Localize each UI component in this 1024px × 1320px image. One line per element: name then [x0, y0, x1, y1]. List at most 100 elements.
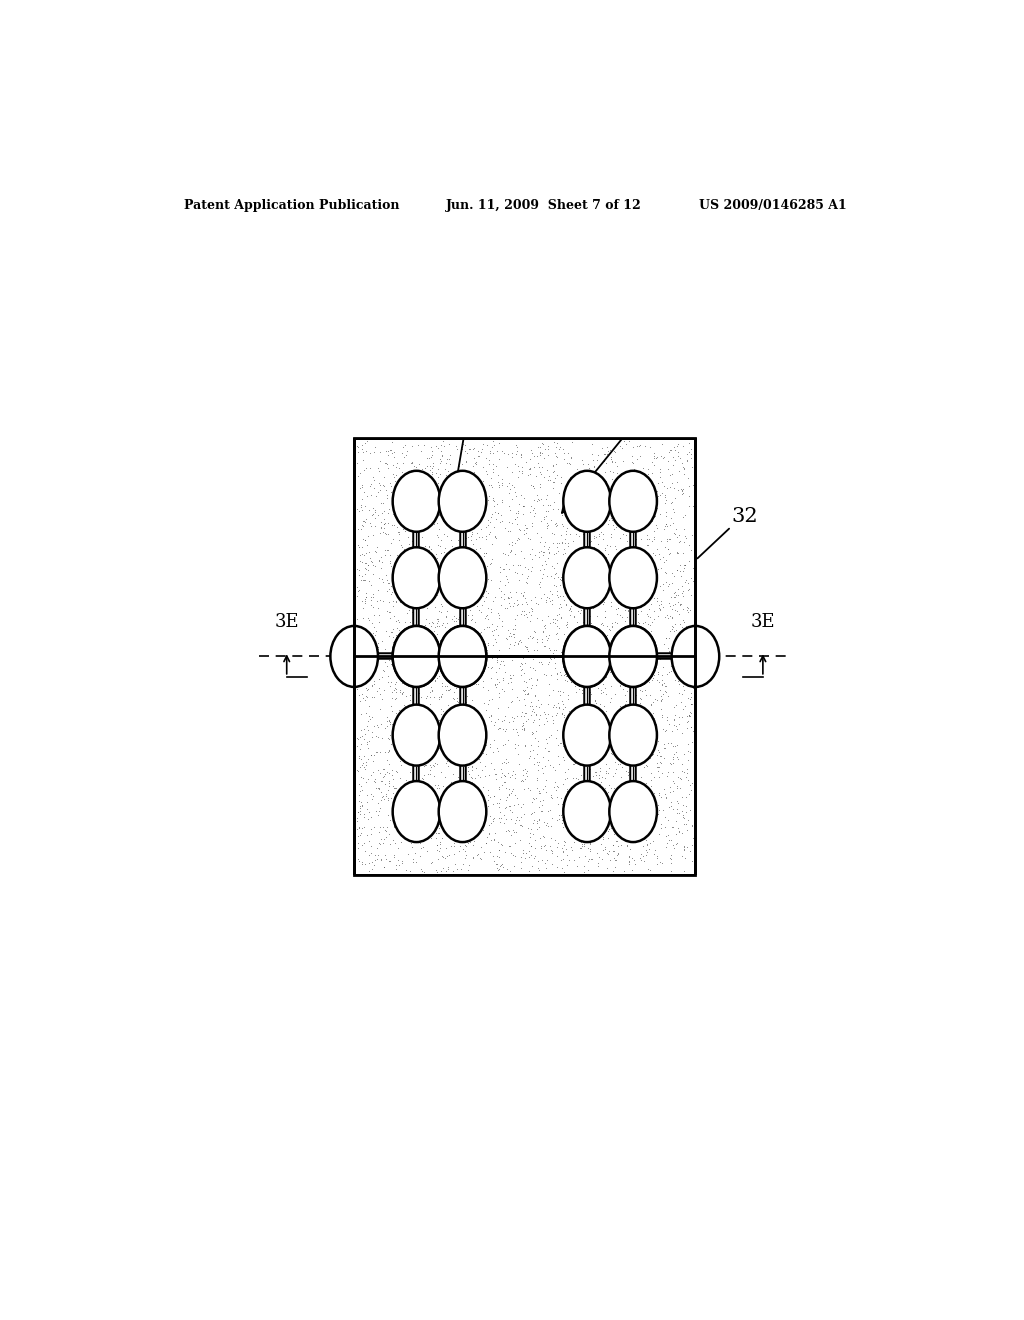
Point: [450, 553, 466, 574]
Point: [501, 511, 517, 532]
Point: [486, 759, 503, 780]
Point: [672, 777, 688, 799]
Point: [416, 825, 432, 846]
Point: [558, 496, 574, 517]
Point: [546, 557, 562, 578]
Point: [431, 453, 447, 474]
Point: [597, 667, 613, 688]
Point: [449, 510, 465, 531]
Point: [388, 457, 404, 478]
Point: [522, 605, 539, 626]
Point: [437, 824, 454, 845]
Point: [381, 649, 397, 671]
Point: [586, 573, 602, 594]
Point: [394, 821, 411, 842]
Point: [600, 788, 616, 809]
Point: [430, 458, 446, 479]
Point: [409, 758, 425, 779]
Point: [516, 495, 532, 516]
Point: [621, 764, 637, 785]
Point: [653, 704, 670, 725]
Point: [484, 845, 501, 866]
Point: [447, 562, 464, 583]
Point: [609, 636, 626, 657]
Point: [366, 478, 382, 499]
Point: [628, 709, 644, 730]
Point: [520, 682, 537, 704]
Point: [428, 436, 444, 457]
Point: [391, 661, 408, 682]
Point: [574, 454, 591, 475]
Point: [358, 543, 375, 564]
Point: [615, 430, 632, 451]
Point: [357, 553, 374, 574]
Point: [585, 510, 601, 531]
Point: [463, 504, 479, 525]
Point: [453, 660, 469, 681]
Point: [478, 581, 495, 602]
Point: [566, 818, 583, 840]
Point: [542, 648, 558, 669]
Point: [629, 644, 645, 665]
Point: [601, 638, 617, 659]
Point: [373, 516, 389, 537]
Point: [477, 607, 494, 628]
Point: [455, 434, 471, 455]
Point: [434, 672, 451, 693]
Point: [449, 825, 465, 846]
Point: [488, 768, 505, 789]
Point: [622, 809, 638, 830]
Point: [515, 719, 531, 741]
Point: [469, 624, 485, 645]
Point: [398, 733, 415, 754]
Point: [391, 715, 408, 737]
Point: [569, 484, 586, 506]
Point: [460, 664, 476, 685]
Point: [528, 705, 545, 726]
Point: [382, 671, 398, 692]
Point: [644, 830, 660, 851]
Point: [677, 847, 693, 869]
Point: [625, 548, 641, 569]
Point: [440, 624, 457, 645]
Point: [423, 616, 439, 638]
Point: [497, 766, 513, 787]
Point: [435, 701, 452, 722]
Point: [396, 723, 413, 744]
Point: [373, 849, 389, 870]
Point: [348, 451, 365, 473]
Point: [602, 440, 618, 461]
Point: [525, 698, 542, 719]
Point: [465, 834, 481, 855]
Point: [386, 673, 402, 694]
Point: [394, 673, 411, 694]
Point: [650, 804, 667, 825]
Point: [463, 477, 479, 498]
Point: [554, 800, 570, 821]
Point: [531, 444, 548, 465]
Point: [682, 841, 698, 862]
Point: [606, 484, 623, 506]
Point: [452, 616, 468, 638]
Point: [598, 725, 614, 746]
Point: [493, 758, 509, 779]
Point: [637, 644, 653, 665]
Point: [444, 552, 461, 573]
Point: [606, 783, 623, 804]
Point: [618, 690, 635, 711]
Point: [607, 850, 624, 871]
Point: [587, 539, 603, 560]
Point: [504, 512, 520, 533]
Point: [365, 586, 381, 607]
Point: [456, 544, 472, 565]
Point: [437, 675, 454, 696]
Point: [651, 544, 668, 565]
Point: [429, 512, 445, 533]
Point: [656, 607, 673, 628]
Point: [370, 777, 386, 799]
Point: [487, 673, 504, 694]
Point: [545, 713, 561, 734]
Point: [645, 529, 662, 550]
Point: [585, 583, 601, 605]
Point: [505, 665, 521, 686]
